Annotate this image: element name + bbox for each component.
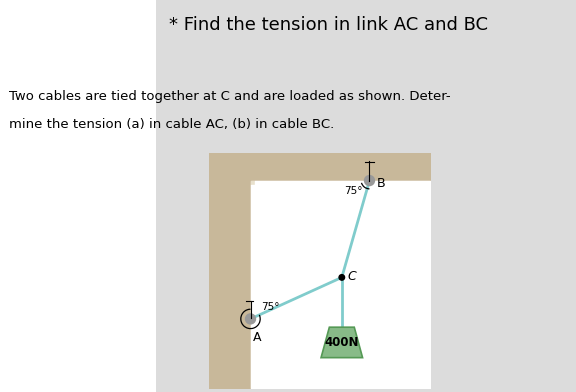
Polygon shape xyxy=(321,327,362,358)
Text: 75°: 75° xyxy=(344,186,363,196)
Circle shape xyxy=(245,314,256,324)
Circle shape xyxy=(339,275,344,280)
Text: 75°: 75° xyxy=(261,302,280,312)
Text: * Find the tension in link AC and BC: * Find the tension in link AC and BC xyxy=(169,16,488,34)
Text: mine the tension (a) in cable AC, (b) in cable BC.: mine the tension (a) in cable AC, (b) in… xyxy=(9,118,334,131)
Text: 400N: 400N xyxy=(324,336,359,349)
Text: C: C xyxy=(348,270,357,283)
Text: Two cables are tied together at C and are loaded as shown. Deter-: Two cables are tied together at C and ar… xyxy=(9,90,450,103)
Text: A: A xyxy=(253,331,262,344)
Text: B: B xyxy=(376,177,385,190)
Bar xyxy=(0,0,156,392)
Circle shape xyxy=(365,176,374,185)
